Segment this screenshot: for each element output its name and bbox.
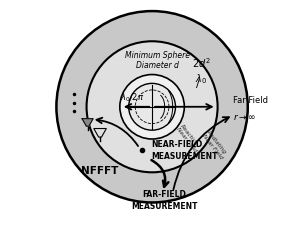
Circle shape [56,11,248,202]
Text: NFFFT: NFFFT [81,166,119,176]
Text: Far Field: Far Field [233,96,268,105]
Text: Minimum Sphere
Diameter d: Minimum Sphere Diameter d [125,51,190,70]
Text: $\lambda_0/2\pi$: $\lambda_0/2\pi$ [120,91,145,104]
Text: $2d^2$
$\lambda_0$: $2d^2$ $\lambda_0$ [192,56,210,86]
Circle shape [120,74,184,139]
Text: /: / [196,79,200,89]
Text: FAR-FIELD
MEASUREMENT: FAR-FIELD MEASUREMENT [131,190,198,211]
Text: NEAR-FIELD
MEASUREMENT: NEAR-FIELD MEASUREMENT [151,140,218,161]
Text: Radiating
Near Field: Radiating Near Field [201,130,228,160]
Polygon shape [82,119,93,126]
Circle shape [129,83,175,130]
Text: $r \rightarrow \infty$: $r \rightarrow \infty$ [233,112,256,122]
Text: Reactive
Near Field: Reactive Near Field [175,124,202,154]
Circle shape [87,41,218,172]
